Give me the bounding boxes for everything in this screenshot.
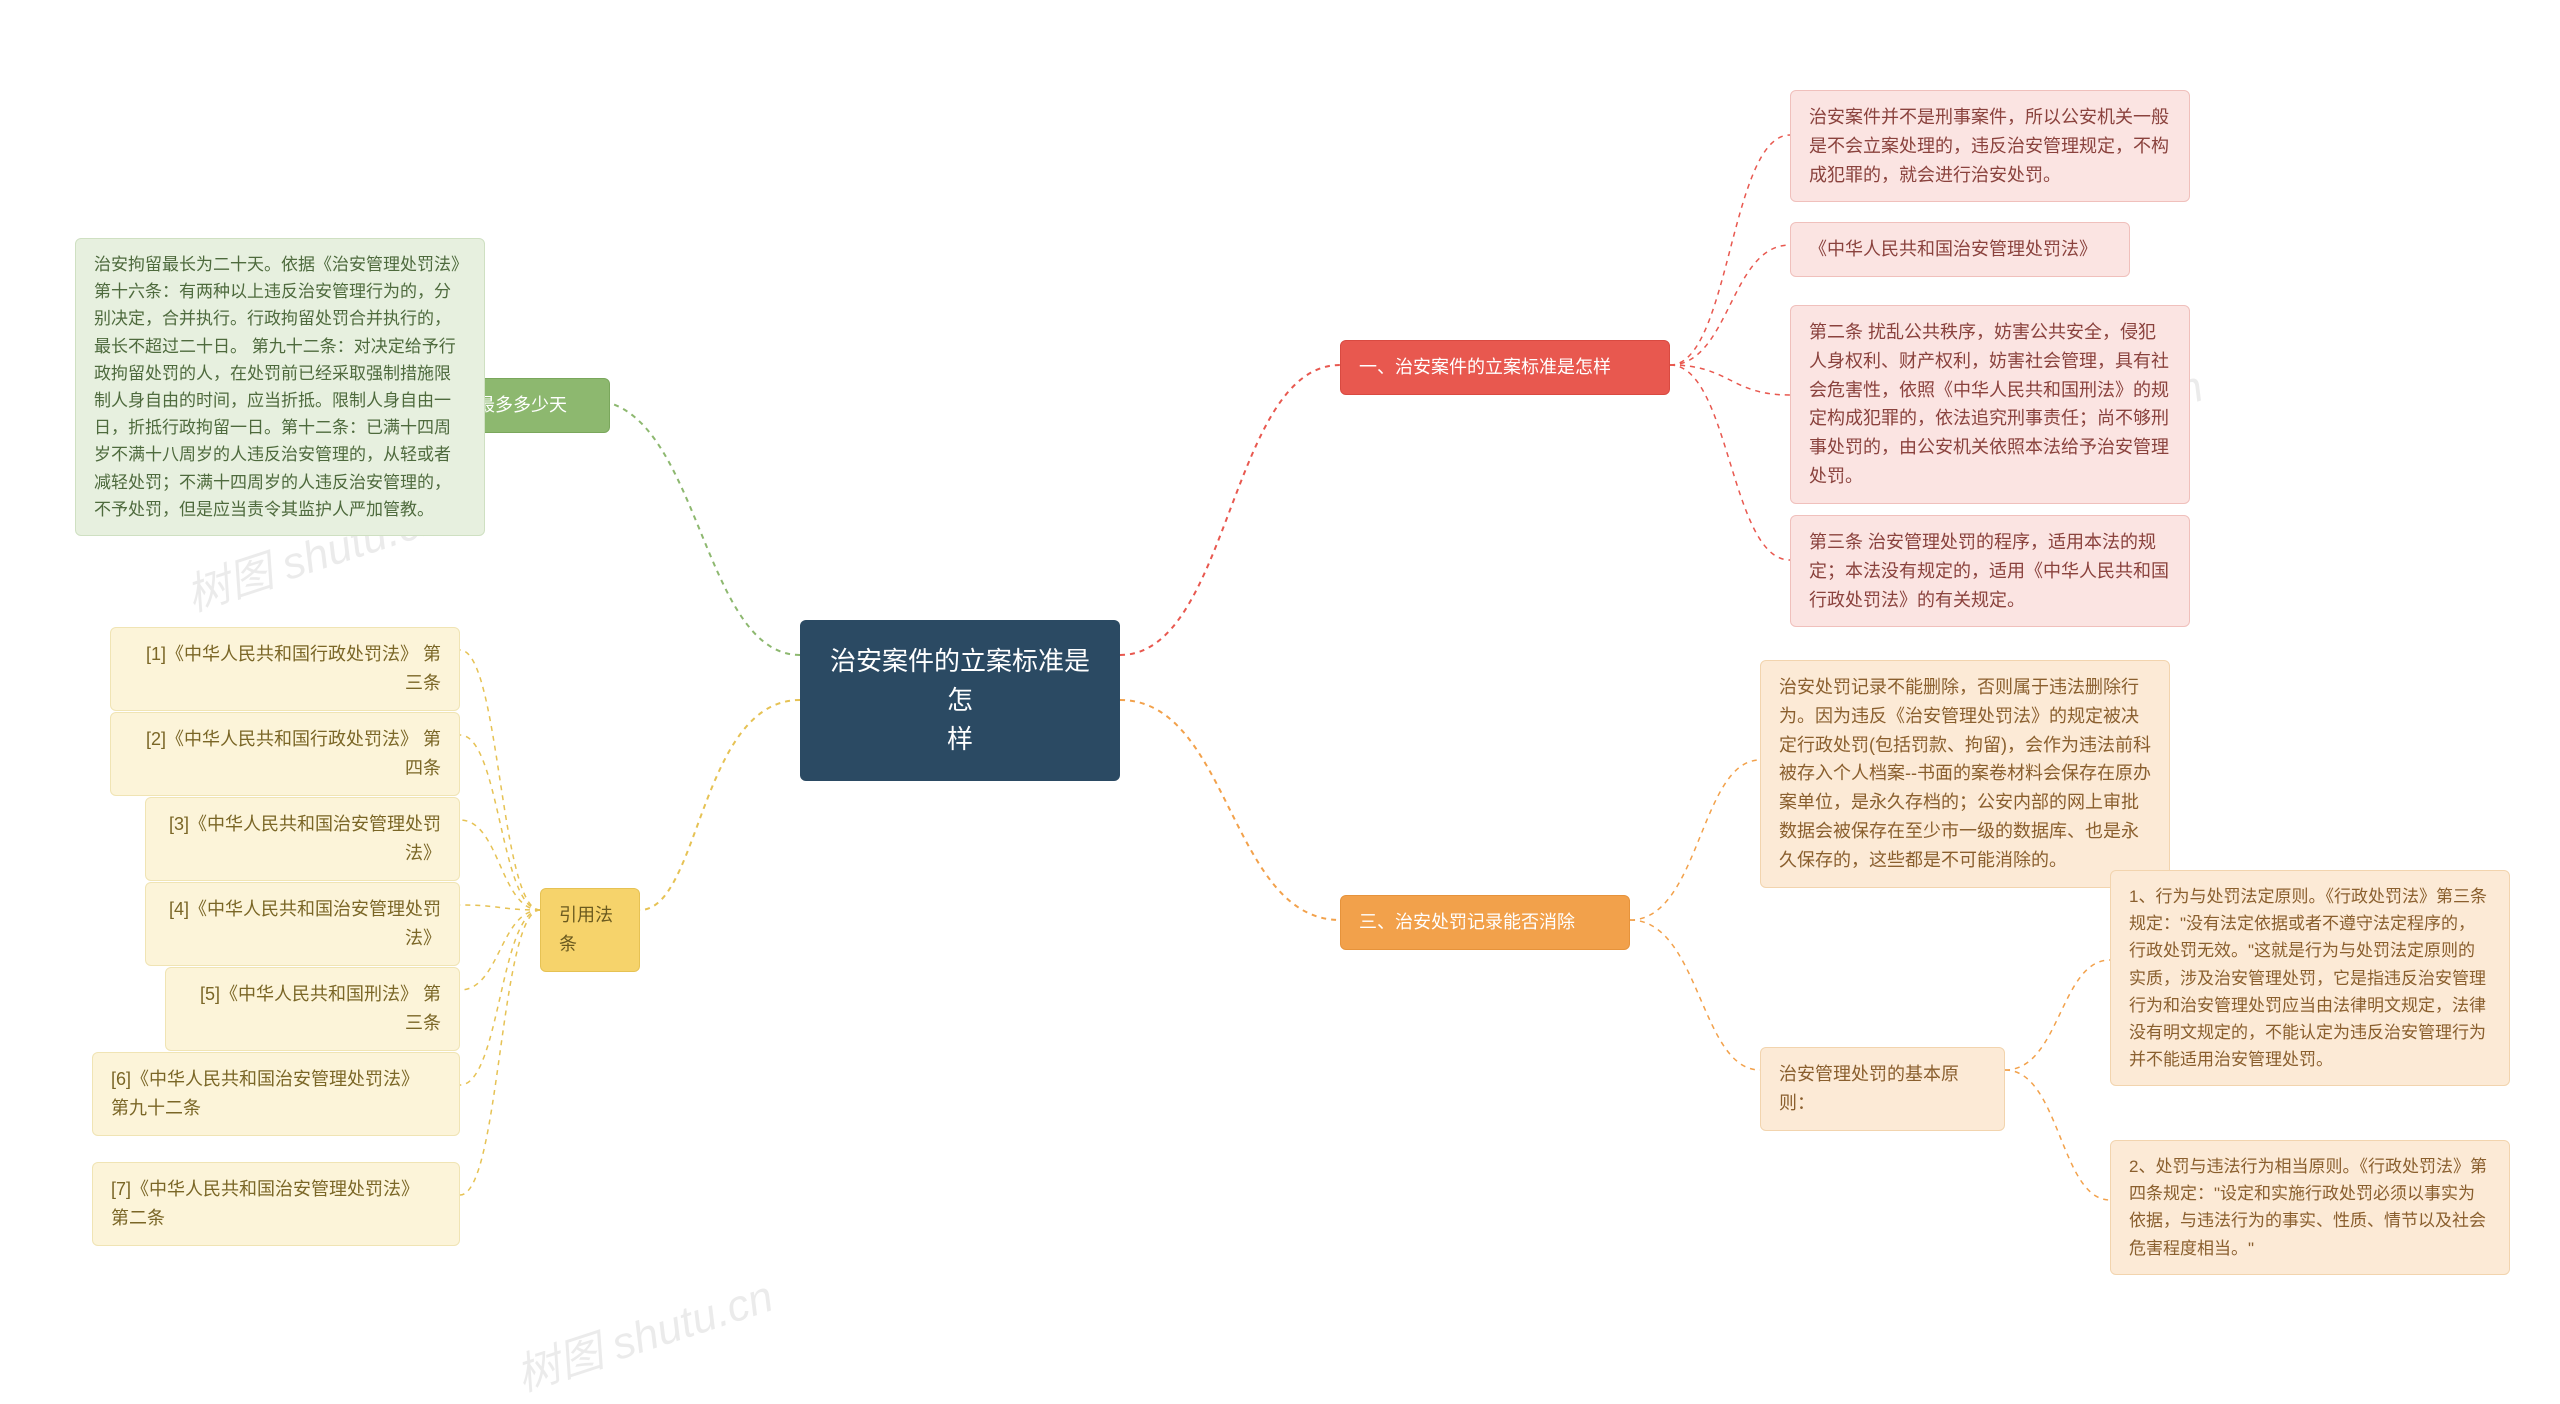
refs-child-2[interactable]: [2]《中华人民共和国行政处罚法》 第四条: [110, 712, 460, 796]
branch-one[interactable]: 一、治安案件的立案标准是怎样: [1340, 340, 1670, 395]
branch-two-child-1[interactable]: 治安拘留最长为二十天。依据《治安管理处罚法》第十六条：有两种以上违反治安管理行为…: [75, 238, 485, 536]
branch-three-sub-child-2[interactable]: 2、处罚与违法行为相当原则。《行政处罚法》第四条规定："设定和实施行政处罚必须以…: [2110, 1140, 2510, 1275]
refs-child-7[interactable]: [7]《中华人民共和国治安管理处罚法》 第二条: [92, 1162, 460, 1246]
refs-child-1[interactable]: [1]《中华人民共和国行政处罚法》 第三条: [110, 627, 460, 711]
branch-one-child-2[interactable]: 《中华人民共和国治安管理处罚法》: [1790, 222, 2130, 277]
refs-child-6[interactable]: [6]《中华人民共和国治安管理处罚法》 第九十二条: [92, 1052, 460, 1136]
branch-three[interactable]: 三、治安处罚记录能否消除: [1340, 895, 1630, 950]
branch-three-child-1[interactable]: 治安处罚记录不能删除，否则属于违法删除行为。因为违反《治安管理处罚法》的规定被决…: [1760, 660, 2170, 888]
branch-one-child-1[interactable]: 治安案件并不是刑事案件，所以公安机关一般是不会立案处理的，违反治安管理规定，不构…: [1790, 90, 2190, 202]
branch-one-child-3[interactable]: 第二条 扰乱公共秩序，妨害公共安全，侵犯人身权利、财产权利，妨害社会管理，具有社…: [1790, 305, 2190, 504]
refs-child-3[interactable]: [3]《中华人民共和国治安管理处罚法》: [145, 797, 460, 881]
watermark: 树图 shutu.cn: [507, 1260, 780, 1403]
branch-three-sub[interactable]: 治安管理处罚的基本原则：: [1760, 1047, 2005, 1131]
refs-child-5[interactable]: [5]《中华人民共和国刑法》 第三条: [165, 967, 460, 1051]
center-topic[interactable]: 治安案件的立案标准是怎样: [800, 620, 1120, 781]
refs-child-4[interactable]: [4]《中华人民共和国治安管理处罚法》: [145, 882, 460, 966]
branch-three-sub-child-1[interactable]: 1、行为与处罚法定原则。《行政处罚法》第三条规定："没有法定依据或者不遵守法定程…: [2110, 870, 2510, 1086]
branch-refs[interactable]: 引用法条: [540, 888, 640, 972]
branch-one-child-4[interactable]: 第三条 治安管理处罚的程序，适用本法的规定；本法没有规定的，适用《中华人民共和国…: [1790, 515, 2190, 627]
